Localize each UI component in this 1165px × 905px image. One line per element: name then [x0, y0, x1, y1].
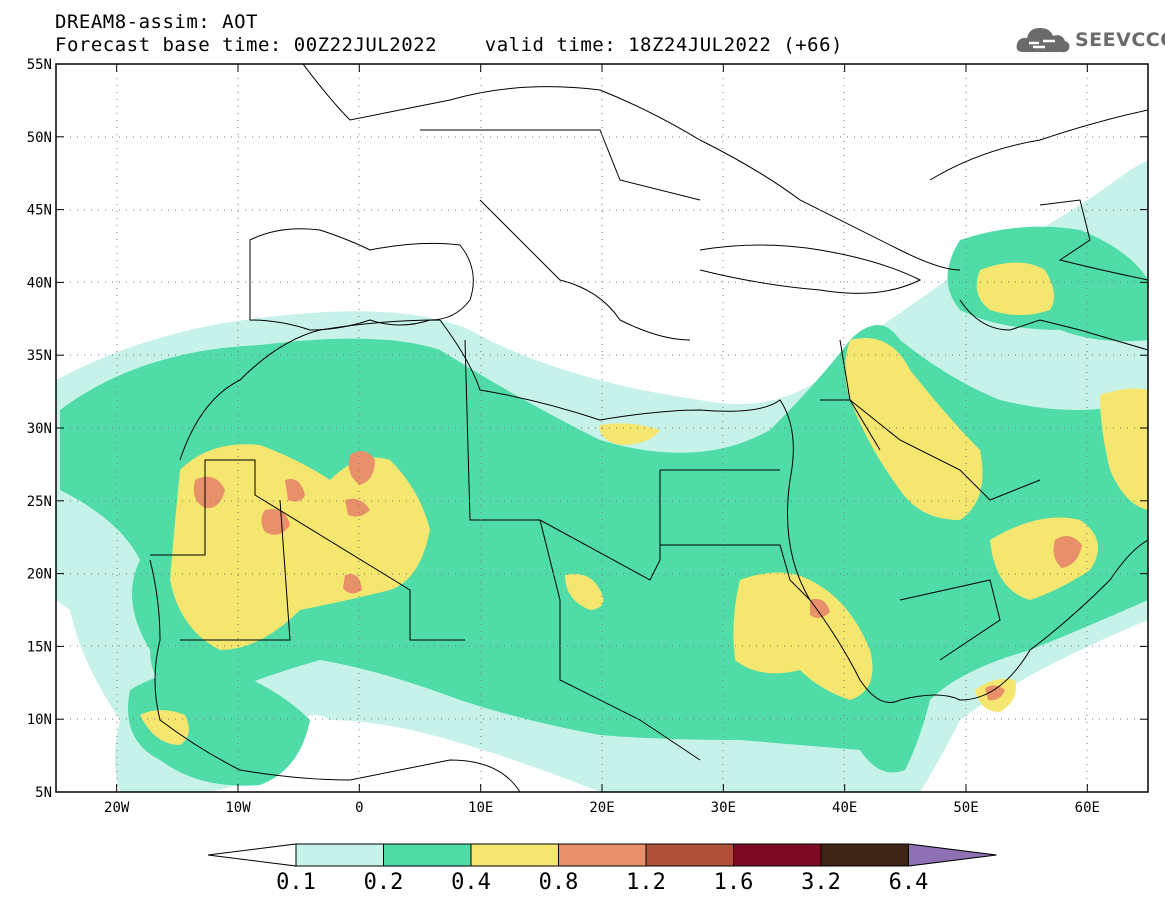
- colorbar-max-arrow: [908, 843, 997, 867]
- lat-tick-label: 30N: [27, 421, 52, 437]
- lat-tick-label: 15N: [27, 639, 52, 655]
- map-title: DREAM8-assim: AOT: [55, 11, 258, 33]
- lon-tick-label: 20E: [589, 800, 614, 816]
- graticule: [56, 64, 1148, 792]
- lat-tick-label: 40N: [27, 275, 52, 291]
- lon-tick-label: 50E: [953, 800, 978, 816]
- lon-tick-label: 40E: [832, 800, 857, 816]
- colorbar-level-label: 0.1: [276, 870, 316, 895]
- colorbar-segment: [295, 843, 384, 867]
- lon-tick-label: 0: [355, 800, 363, 816]
- lat-tick-label: 45N: [27, 203, 52, 219]
- cloud-icon: [1016, 28, 1070, 53]
- colorbar-segment: [470, 843, 559, 867]
- lat-tick-label: 20N: [27, 567, 52, 583]
- lat-tick-label: 55N: [27, 57, 52, 73]
- lat-tick-label: 35N: [27, 348, 52, 364]
- colorbar: [207, 843, 997, 867]
- logo-text: SEEVCCC: [1075, 29, 1165, 51]
- colorbar-segment: [383, 843, 472, 867]
- lat-tick-label: 25N: [27, 494, 52, 510]
- forecast-time-label: Forecast base time: 00Z22JUL2022 valid t…: [55, 34, 843, 56]
- colorbar-level-label: 6.4: [888, 870, 929, 895]
- lon-tick-label: 10W: [225, 800, 251, 816]
- colorbar-segment: [558, 843, 647, 867]
- lat-tick-label: 50N: [27, 130, 52, 146]
- colorbar-level-label: 0.4: [451, 870, 491, 895]
- colorbar-level-label: 1.2: [626, 870, 666, 895]
- seevccc-logo: SEEVCCC: [1015, 22, 1165, 58]
- colorbar-min-arrow: [207, 843, 297, 867]
- colorbar-segment: [733, 843, 822, 867]
- lon-tick-label: 10E: [468, 800, 493, 816]
- lat-tick-label: 10N: [27, 712, 52, 728]
- lon-tick-label: 60E: [1075, 800, 1100, 816]
- colorbar-level-label: 0.2: [363, 870, 404, 895]
- lon-tick-label: 30E: [711, 800, 736, 816]
- colorbar-level-label: 3.2: [801, 870, 841, 895]
- lat-tick-label: 5N: [35, 785, 52, 801]
- colorbar-segment: [645, 843, 734, 867]
- colorbar-segment: [820, 843, 909, 867]
- colorbar-level-label: 1.6: [713, 870, 754, 895]
- colorbar-level-label: 0.8: [538, 870, 579, 895]
- lon-tick-label: 20W: [104, 800, 130, 816]
- coastlines: [149, 64, 1148, 792]
